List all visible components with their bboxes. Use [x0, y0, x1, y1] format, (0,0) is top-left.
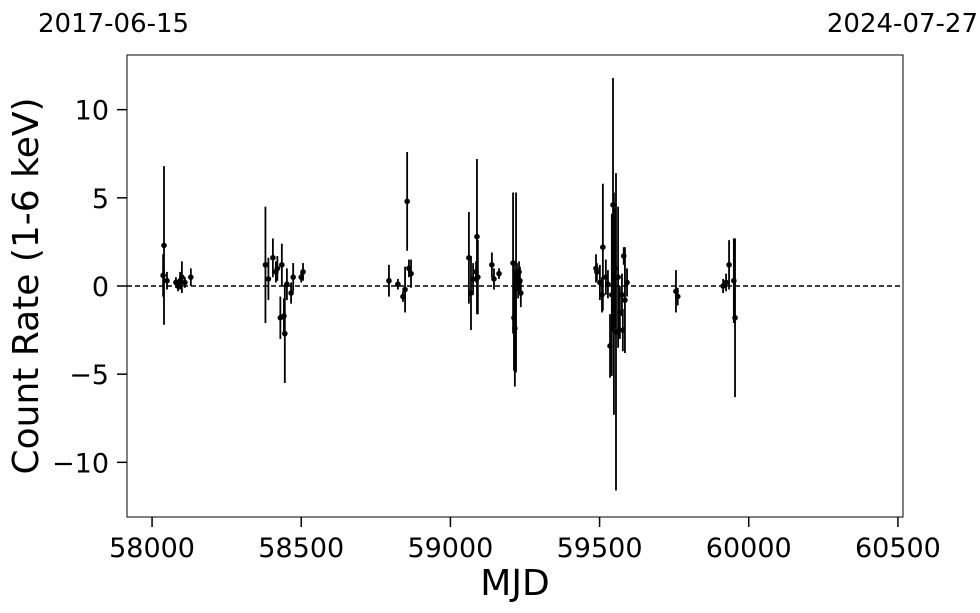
data-point: [496, 270, 502, 277]
data-point: [406, 265, 412, 272]
data-point: [298, 274, 305, 280]
data-point: [599, 292, 605, 298]
x-tick-label: 59500: [557, 533, 643, 564]
data-point: [518, 290, 524, 296]
data-point: [613, 329, 619, 335]
data-point: [622, 297, 628, 303]
data-point: [515, 284, 521, 291]
data-point: [408, 270, 414, 277]
data-point: [620, 327, 626, 333]
data-point: [723, 279, 729, 286]
data-point: [619, 292, 625, 298]
data-point: [473, 269, 479, 275]
data-point: [262, 262, 269, 268]
data-point: [611, 300, 617, 307]
data-point: [609, 292, 615, 298]
data-point: [386, 277, 392, 284]
data-point: [475, 274, 481, 280]
y-tick-label: 10: [75, 96, 109, 127]
data-point: [510, 260, 516, 266]
data-point: [270, 254, 276, 261]
y-tick-label: −10: [52, 448, 109, 479]
data-point: [164, 277, 170, 284]
data-point: [290, 274, 296, 280]
data-point: [400, 293, 406, 300]
x-tick-label: 59000: [407, 533, 493, 564]
data-point: [605, 281, 611, 288]
y-tick-label: 5: [92, 184, 109, 215]
data-point: [175, 283, 181, 289]
data-point: [279, 262, 285, 268]
data-point: [300, 269, 306, 275]
data-point: [673, 288, 679, 295]
data-point: [732, 314, 738, 321]
data-point: [284, 281, 290, 288]
data-point: [597, 279, 603, 286]
data-point: [281, 313, 287, 319]
data-point: [489, 262, 495, 268]
data-point: [179, 274, 185, 280]
data-point: [607, 343, 613, 349]
data-point: [610, 202, 616, 208]
data-point: [288, 290, 294, 296]
data-point: [404, 198, 410, 205]
data-point: [594, 269, 600, 275]
data-point: [468, 290, 474, 296]
data-point: [265, 276, 272, 282]
top-right-label: 2024-07-27: [827, 9, 978, 39]
y-tick-label: 0: [92, 272, 109, 303]
data-point: [603, 274, 609, 280]
data-point: [511, 314, 517, 321]
data-point: [512, 325, 518, 332]
data-point: [474, 233, 480, 240]
x-tick-label: 58500: [258, 533, 344, 564]
data-point: [624, 279, 630, 286]
data-point: [395, 281, 401, 288]
data-point: [620, 253, 627, 259]
data-point: [516, 269, 522, 275]
data-point: [188, 274, 194, 280]
top-left-label: 2017-06-15: [38, 9, 189, 39]
data-point: [470, 276, 476, 282]
data-point: [282, 330, 288, 337]
data-point: [182, 279, 188, 286]
data-point: [726, 262, 732, 268]
data-point: [611, 265, 618, 272]
data-point: [617, 309, 623, 316]
data-point: [466, 254, 472, 261]
data-point: [160, 272, 166, 279]
x-axis-label: MJD: [480, 563, 549, 604]
x-tick-label: 58000: [109, 533, 195, 564]
y-axis-label: Count Rate (1-6 keV): [6, 97, 47, 474]
data-point: [674, 293, 681, 300]
data-point: [274, 265, 281, 272]
x-tick-label: 60000: [706, 533, 792, 564]
data-point: [161, 242, 167, 249]
data-point: [615, 274, 621, 280]
y-tick-label: −5: [69, 360, 109, 391]
data-point: [731, 277, 737, 284]
data-point: [517, 277, 523, 284]
data-point: [491, 276, 497, 282]
data-point: [402, 286, 408, 293]
data-point: [600, 244, 606, 251]
x-tick-label: 60500: [855, 533, 941, 564]
